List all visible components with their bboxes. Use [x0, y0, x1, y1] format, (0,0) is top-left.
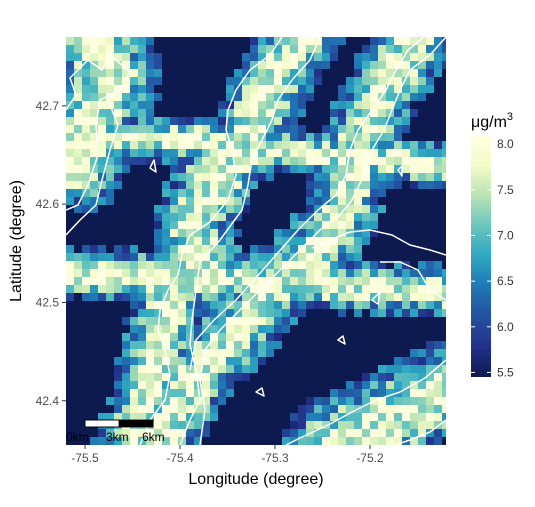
y-tick-label: 42.6	[36, 197, 60, 211]
x-axis: -75.5 -75.4 -75.3 -75.2	[71, 445, 384, 465]
x-tick-label: -75.2	[356, 451, 384, 465]
y-tick-label: 42.7	[36, 99, 60, 113]
x-tick-label: -75.4	[166, 451, 194, 465]
legend-tick-label: 6.0	[497, 320, 514, 334]
y-axis-label: Latitude (degree)	[8, 180, 25, 302]
y-axis: 42.4 42.5 42.6 42.7	[36, 99, 66, 408]
x-axis-label: Longitude (degree)	[188, 471, 323, 488]
x-tick-label: -75.3	[261, 451, 289, 465]
legend: μg/m3 8.0 7.5 7.0 6.5 6.0 5.5	[471, 111, 514, 379]
legend-colorbar	[471, 135, 491, 377]
x-tick-label: -75.5	[71, 451, 99, 465]
map-panel	[66, 37, 450, 445]
y-tick-label: 42.5	[36, 295, 60, 309]
legend-tick-label: 7.0	[497, 228, 514, 242]
legend-tick-label: 6.5	[497, 274, 514, 288]
legend-tick-label: 7.5	[497, 183, 514, 197]
scale-label-3: 3km	[106, 430, 129, 444]
scale-label-6: 6km	[142, 430, 165, 444]
y-tick-label: 42.4	[36, 394, 60, 408]
scale-label-0: 0km	[66, 430, 89, 444]
legend-tick-label: 8.0	[497, 137, 514, 151]
legend-tick-label: 5.5	[497, 365, 514, 379]
legend-title: μg/m3	[471, 111, 513, 131]
